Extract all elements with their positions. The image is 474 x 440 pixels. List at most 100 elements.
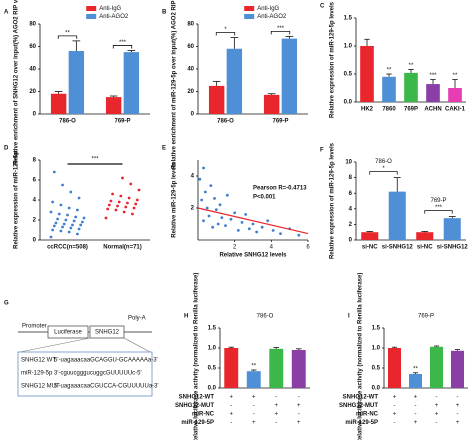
x-tick-label: 7860 [382,107,396,113]
gene-label: SNHG12 [95,330,120,336]
y-tick-label: 20 [29,89,36,95]
y-tick-label: 0 [33,238,37,244]
data-point [198,177,202,181]
condition-name: SNHG12-MUT [339,403,378,409]
significance-label: ** [387,68,392,74]
annotation: Pearson R=-0.4713 [253,186,307,192]
data-point [52,224,56,228]
data-point [126,201,129,205]
condition-mark: - [298,412,300,418]
condition-mark: + [435,403,439,409]
data-point [220,216,224,220]
condition-mark: - [436,420,438,426]
data-point [49,235,53,239]
y-tick-label: 1.5 [372,326,381,332]
y-tick-label: 60 [187,44,194,50]
bar [224,348,239,388]
bar [226,48,243,114]
legend-label: Anti-AGO2 [99,14,129,20]
y-tick-label: 40 [29,67,36,73]
y-axis-label: Relative luciferase activity (normalized… [358,273,364,440]
condition-mark: + [229,395,233,401]
data-point [236,229,240,232]
data-point [247,227,251,231]
y-tick-label: 0.0 [344,100,353,106]
data-point [127,196,131,200]
data-point [202,219,205,223]
data-point [129,182,133,186]
bar [361,232,379,240]
x-tick-label: CAKI-1 [445,107,466,113]
data-point [67,230,71,234]
significance-label: *** [429,73,437,79]
condition-name: SNHG12-MUT [175,403,214,409]
panel-letter: H [184,314,188,320]
data-point [218,203,222,207]
data-point [266,219,270,223]
data-point [69,226,73,230]
y-tick-label: 2 [191,206,195,212]
y-axis-label: Relative enrichment of miR-129-5p over i… [172,0,178,169]
significance-label: * [224,27,227,33]
y-tick-label: 0 [191,112,195,118]
y-axis-label: Relative expression of miR-129-5p levels [330,1,336,118]
significance-bracket [270,30,291,35]
condition-mark: - [230,420,232,426]
sequence: 3'-cguucgggucuggcGUUUUUc-5' [54,371,142,377]
legend-swatch [86,6,97,11]
x-tick-label: si-SNHG12 [437,245,469,251]
panel-title: 769-P [418,314,434,320]
condition-mark: - [415,403,417,409]
group-label: 769-P [430,198,446,204]
bar [68,51,85,114]
data-point [214,208,218,212]
y-axis-label: Relative expression of miR-129-5p levels [330,142,336,259]
sequence-box [17,351,153,397]
y-tick-label: 8 [349,175,353,181]
y-tick-label: 0.5 [372,366,381,372]
significance-label: *** [91,157,99,163]
data-point [61,225,64,229]
condition-mark: + [297,420,301,426]
significance-label: * [382,166,385,172]
x-tick-label: si-NC [417,245,433,251]
data-point [57,212,61,216]
y-tick-label: 80 [187,22,194,28]
data-point [106,207,110,211]
condition-mark: - [436,395,438,401]
condition-mark: + [274,403,278,409]
data-point [119,194,123,198]
sequence: 5'-uagaaacaaCGUCCA-CGUUUUUa-3' [54,384,159,390]
condition-mark: + [414,395,418,401]
x-tick-label: Normal(n=71) [103,245,142,251]
y-tick-label: 6 [349,191,353,197]
condition-mark: + [393,412,397,418]
data-point [216,222,220,226]
y-tick-label: 0.5 [344,72,353,78]
condition-mark: - [394,403,396,409]
y-tick-label: 10 [345,160,352,166]
legend-swatch [86,14,97,19]
data-point [211,225,215,229]
condition-name: miR-NC [192,412,215,418]
x-axis-label: Relative SNHG12 levels [219,253,287,259]
condition-mark: - [253,403,255,409]
condition-mark: - [457,412,459,418]
data-point [59,229,63,233]
significance-label: ** [65,30,70,36]
panel-letter: I [348,314,350,320]
data-point [82,216,86,220]
y-axis-label: Relative miR-129-5p levels [172,162,178,238]
data-point [137,188,141,192]
condition-mark: - [253,412,255,418]
zoom-lines [19,337,151,353]
sequence-name: SNHG12 WT [21,358,56,364]
condition-mark: - [415,412,417,418]
bar [426,84,440,102]
significance-bracket [215,32,236,36]
y-tick-label: 1.5 [208,326,217,332]
significance-label: ** [453,73,458,79]
y-axis-label: Relative enrichment of SNHG12 over input… [14,0,20,165]
condition-mark: - [298,395,300,401]
